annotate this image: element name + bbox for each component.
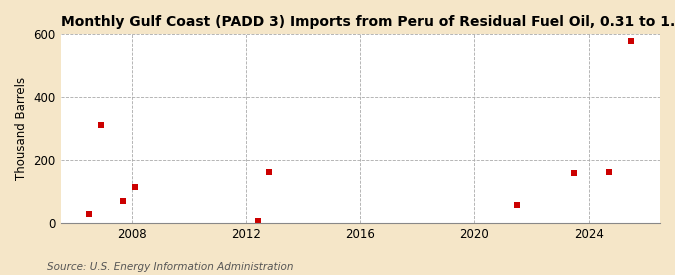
Text: Monthly Gulf Coast (PADD 3) Imports from Peru of Residual Fuel Oil, 0.31 to 1.00: Monthly Gulf Coast (PADD 3) Imports from… <box>61 15 675 29</box>
Y-axis label: Thousand Barrels: Thousand Barrels <box>15 77 28 180</box>
Text: Source: U.S. Energy Information Administration: Source: U.S. Energy Information Administ… <box>47 262 294 272</box>
